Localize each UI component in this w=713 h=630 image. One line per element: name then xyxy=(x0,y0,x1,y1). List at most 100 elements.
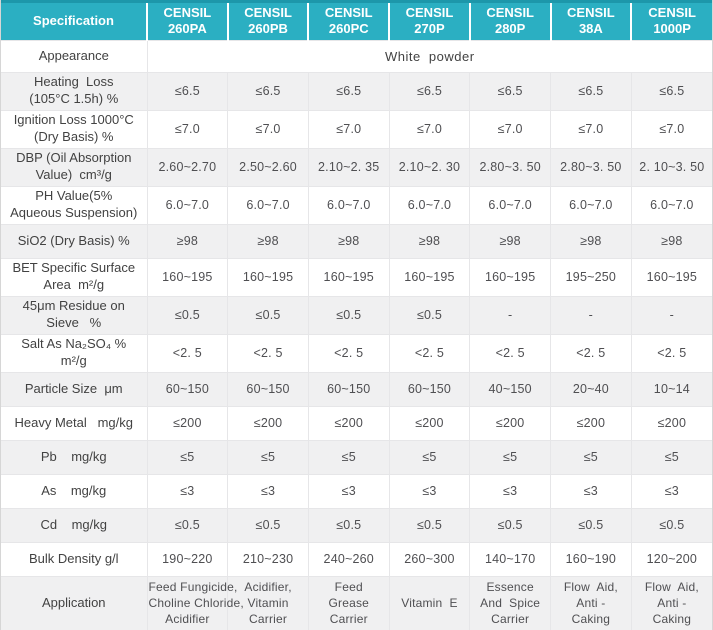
value-cell: ≥98 xyxy=(550,223,632,258)
table-row: PH Value(5% Aqueous Suspension) 6.0~7.0 6.… xyxy=(1,185,712,224)
row-label: Heating Loss (105°C 1.5h) % xyxy=(1,71,147,110)
value-cell: 2.10~2. 30 xyxy=(388,147,470,186)
value-cell: ≤200 xyxy=(630,405,712,440)
value-cell: ≤6.5 xyxy=(307,71,390,110)
value-cell: ≤7.0 xyxy=(388,109,470,148)
value-cell: 60~150 xyxy=(307,371,390,406)
value-cell: 6.0~7.0 xyxy=(388,185,470,224)
value-cell: ≥98 xyxy=(227,223,309,258)
row-label: Particle Size μm xyxy=(1,371,147,406)
value-cell: ≤5 xyxy=(227,439,309,474)
row-label: Pb mg/kg xyxy=(1,439,147,474)
value-cell: ≤0.5 xyxy=(550,507,632,542)
value-cell: <2. 5 xyxy=(227,333,309,372)
table-row: Particle Size μm 60~150 60~150 60~150 60~150… xyxy=(1,371,712,406)
value-cell: ≤5 xyxy=(388,439,470,474)
row-label: BET Specific Surface Area m²/g xyxy=(1,257,147,296)
value-cell: 2.10~2. 35 xyxy=(307,147,390,186)
value-cell: 60~150 xyxy=(227,371,309,406)
table-row: Pb mg/kg ≤5 ≤5 ≤5 ≤5 ≤5 ≤5 ≤5 xyxy=(1,439,712,474)
value-cell: <2. 5 xyxy=(146,333,228,372)
table-body: Appearance White powder Heating Loss (105°… xyxy=(1,39,712,630)
value-cell: - xyxy=(550,295,632,334)
value-cell: ≤0.5 xyxy=(227,507,309,542)
value-cell: ≤3 xyxy=(388,473,470,508)
table-row: BET Specific Surface Area m²/g 160~195 160… xyxy=(1,257,712,296)
product-column-header: CENSIL 260PA xyxy=(146,0,228,40)
value-cell: 240~260 xyxy=(307,541,390,576)
value-cell: <2. 5 xyxy=(307,333,390,372)
product-column-header: CENSIL 260PB xyxy=(226,0,309,40)
value-cell: - xyxy=(469,295,551,334)
row-label: SiO2 (Dry Basis) % xyxy=(1,223,147,258)
table-row: Salt As Na₂SO₄ % m²/g <2. 5 <2. 5 <2. 5 <2. … xyxy=(1,333,712,372)
value-cell: ≤6.5 xyxy=(630,71,712,110)
value-cell: ≥98 xyxy=(388,223,470,258)
value-cell: 60~150 xyxy=(146,371,228,406)
value-cell: 140~170 xyxy=(469,541,551,576)
row-label: Heavy Metal mg/kg xyxy=(1,405,147,440)
spec-column-header: Specification xyxy=(1,0,147,40)
value-cell: ≤3 xyxy=(550,473,632,508)
value-cell: 190~220 xyxy=(146,541,228,576)
value-cell: Vitamin E xyxy=(388,575,470,630)
value-cell: 20~40 xyxy=(550,371,632,406)
value-cell: <2. 5 xyxy=(630,333,712,372)
value-cell: - xyxy=(630,295,712,334)
value-cell: ≥98 xyxy=(146,223,228,258)
table-row: SiO2 (Dry Basis) % ≥98 ≥98 ≥98 ≥98 ≥98 ≥98 ≥98 xyxy=(1,223,712,258)
value-cell: ≤5 xyxy=(146,439,228,474)
value-cell: 2. 10~3. 50 xyxy=(630,147,712,186)
value-cell: ≤0.5 xyxy=(388,507,470,542)
value-cell: ≤3 xyxy=(307,473,390,508)
table-row: As mg/kg ≤3 ≤3 ≤3 ≤3 ≤3 ≤3 ≤3 xyxy=(1,473,712,508)
value-cell: 160~195 xyxy=(388,257,470,296)
value-cell: ≤6.5 xyxy=(146,71,228,110)
product-column-header: CENSIL 38A xyxy=(549,0,632,40)
value-cell: ≤6.5 xyxy=(227,71,309,110)
value-cell: Feed Fungicide, Choline Chloride, Acidif… xyxy=(146,575,244,630)
value-cell: ≤5 xyxy=(630,439,712,474)
value-cell: ≤200 xyxy=(146,405,228,440)
value-cell: ≤5 xyxy=(307,439,390,474)
row-label: DBP (Oil Absorption Value) cm³/g xyxy=(1,147,147,186)
value-cell: ≤7.0 xyxy=(146,109,228,148)
value-cell: ≤200 xyxy=(388,405,470,440)
table-row: Cd mg/kg ≤0.5 ≤0.5 ≤0.5 ≤0.5 ≤0.5 ≤0.5 ≤0.5 xyxy=(1,507,712,542)
value-cell: 6.0~7.0 xyxy=(550,185,632,224)
value-cell: ≤0.5 xyxy=(227,295,309,334)
row-label: Salt As Na₂SO₄ % m²/g xyxy=(1,333,147,372)
value-cell: ≥98 xyxy=(630,223,712,258)
value-cell: 6.0~7.0 xyxy=(227,185,309,224)
value-cell: 160~195 xyxy=(307,257,390,296)
value-cell: 2.60~2.70 xyxy=(146,147,228,186)
value-cell: ≤0.5 xyxy=(307,295,390,334)
value-cell: Flow Aid, Anti - Caking xyxy=(550,575,632,630)
value-cell: 6.0~7.0 xyxy=(307,185,390,224)
value-cell: 195~250 xyxy=(550,257,632,296)
value-cell: Feed Grease Carrier xyxy=(307,575,390,630)
row-label: Application xyxy=(1,575,147,630)
value-cell: 6.0~7.0 xyxy=(146,185,228,224)
table-row: Application Feed Fungicide, Choline Chlor… xyxy=(1,575,712,630)
value-cell: ≤5 xyxy=(469,439,551,474)
table-row: DBP (Oil Absorption Value) cm³/g 2.60~2.7… xyxy=(1,147,712,186)
value-cell: 6.0~7.0 xyxy=(630,185,712,224)
merged-value-cell: White powder xyxy=(146,39,712,72)
value-cell: ≤7.0 xyxy=(307,109,390,148)
row-label: PH Value(5% Aqueous Suspension) xyxy=(1,185,147,224)
value-cell: ≤3 xyxy=(146,473,228,508)
value-cell: ≤0.5 xyxy=(388,295,470,334)
value-cell: ≤200 xyxy=(307,405,390,440)
table-header: Specification CENSIL 260PA CENSIL 260PB CEN… xyxy=(1,0,712,40)
table-row: Ignition Loss 1000°C (Dry Basis) % ≤7.0 ≤7… xyxy=(1,109,712,148)
row-label: Cd mg/kg xyxy=(1,507,147,542)
header-row: Specification CENSIL 260PA CENSIL 260PB CEN… xyxy=(1,0,712,40)
value-cell: 120~200 xyxy=(630,541,712,576)
product-column-header: CENSIL 270P xyxy=(388,0,470,40)
value-cell: ≤0.5 xyxy=(307,507,390,542)
value-cell: 260~300 xyxy=(388,541,470,576)
table-row: Bulk Density g/l 190~220 210~230 240~260 260… xyxy=(1,541,712,576)
value-cell: 2.80~3. 50 xyxy=(550,147,632,186)
